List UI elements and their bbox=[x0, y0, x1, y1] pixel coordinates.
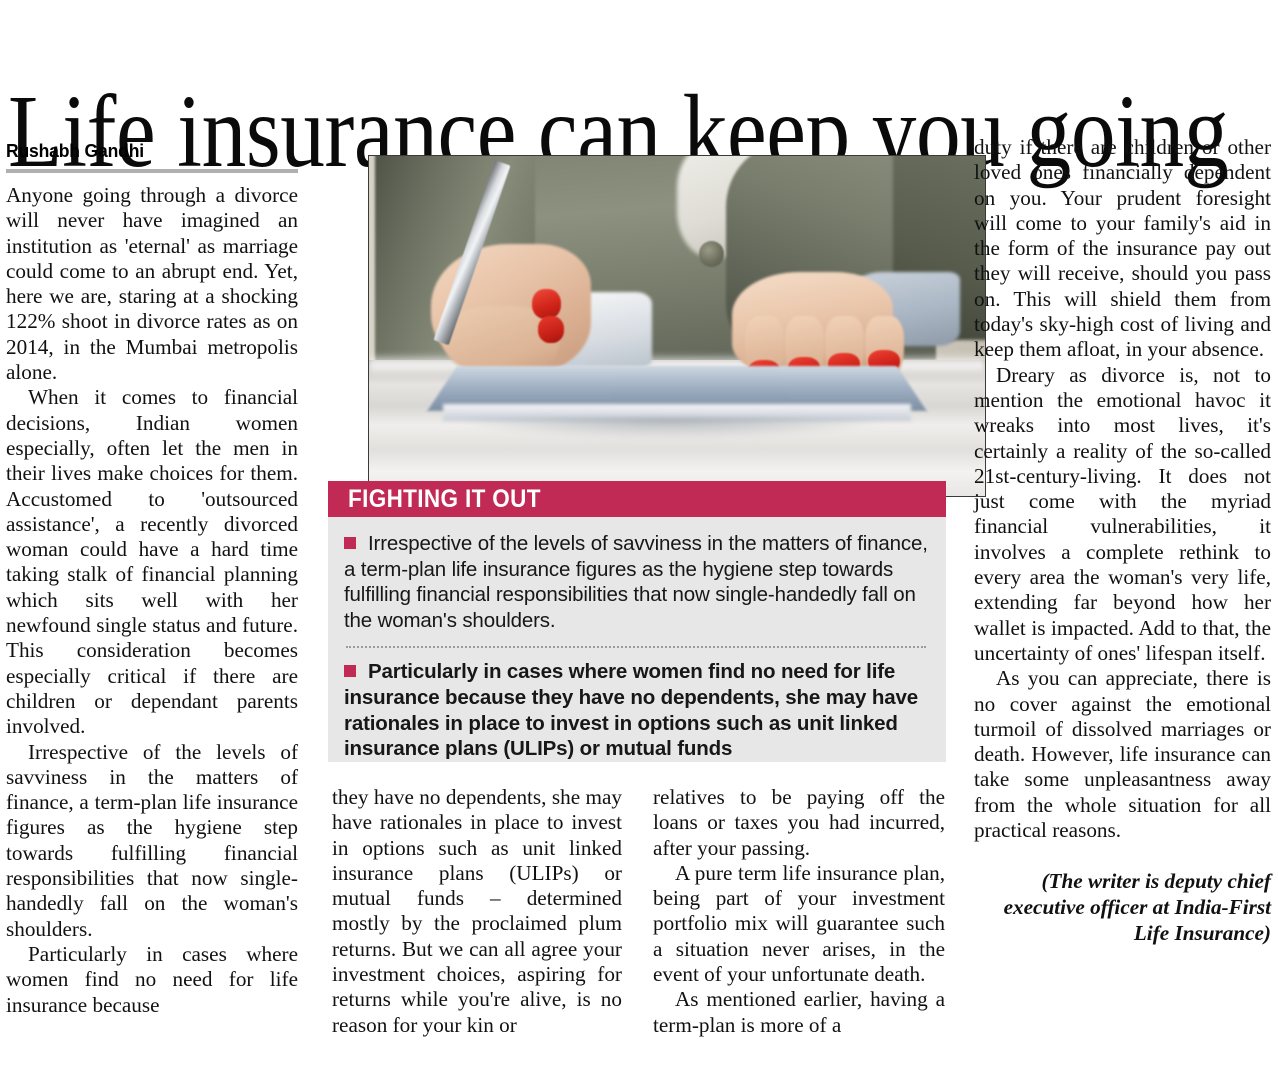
article-column-4: duty if there are children or other love… bbox=[974, 135, 1271, 1065]
factbox-item-text: Irrespective of the levels of savviness … bbox=[344, 532, 928, 632]
article-photo bbox=[368, 155, 986, 497]
factbox-item: Particularly in cases where women find n… bbox=[344, 659, 928, 761]
factbox-header-bar: FIGHTING IT OUT bbox=[328, 481, 946, 517]
factbox-divider bbox=[346, 646, 926, 649]
paragraph: duty if there are children or other love… bbox=[974, 135, 1271, 362]
factbox-item: Irrespective of the levels of savviness … bbox=[344, 531, 928, 633]
byline-divider bbox=[6, 169, 298, 173]
paragraph: A pure term life insurance plan, being p… bbox=[653, 860, 945, 987]
square-bullet-icon bbox=[344, 537, 356, 549]
article-column-1: Anyone going through a divorce will neve… bbox=[6, 183, 298, 1063]
paragraph: they have no dependents, she may have ra… bbox=[332, 785, 622, 1037]
paragraph: relatives to be paying off the loans or … bbox=[653, 785, 945, 860]
paragraph: When it comes to financial decisions, In… bbox=[6, 385, 298, 739]
photo-nail-left-2 bbox=[538, 315, 565, 343]
paragraph: Dreary as divorce is, not to mention the… bbox=[974, 362, 1271, 665]
factbox-item-text: Particularly in cases where women find n… bbox=[344, 660, 918, 761]
paragraph: Anyone going through a divorce will neve… bbox=[6, 183, 298, 385]
author-attribution: (The writer is deputy chief executive of… bbox=[1003, 869, 1271, 945]
byline-block: Rushabh Gandhi bbox=[6, 140, 298, 173]
paragraph: Irrespective of the levels of savviness … bbox=[6, 739, 298, 941]
paragraph: As mentioned earlier, having a term-plan… bbox=[653, 987, 945, 1037]
article-column-3: relatives to be paying off the loans or … bbox=[653, 785, 945, 1067]
article-column-2: they have no dependents, she may have ra… bbox=[332, 785, 622, 1067]
paragraph: Particularly in cases where women find n… bbox=[6, 941, 298, 1017]
factbox: Irrespective of the levels of savviness … bbox=[328, 517, 946, 762]
paragraph: As you can appreciate, there is no cover… bbox=[974, 666, 1271, 843]
photo-nail-left-1 bbox=[532, 288, 561, 320]
photo-document-edge bbox=[442, 404, 912, 422]
photo-document-shadow bbox=[455, 417, 887, 439]
author-byline: Rushabh Gandhi bbox=[6, 140, 144, 161]
square-bullet-icon bbox=[344, 665, 356, 678]
photo-blazer-button bbox=[698, 241, 725, 267]
factbox-title: FIGHTING IT OUT bbox=[348, 485, 541, 513]
